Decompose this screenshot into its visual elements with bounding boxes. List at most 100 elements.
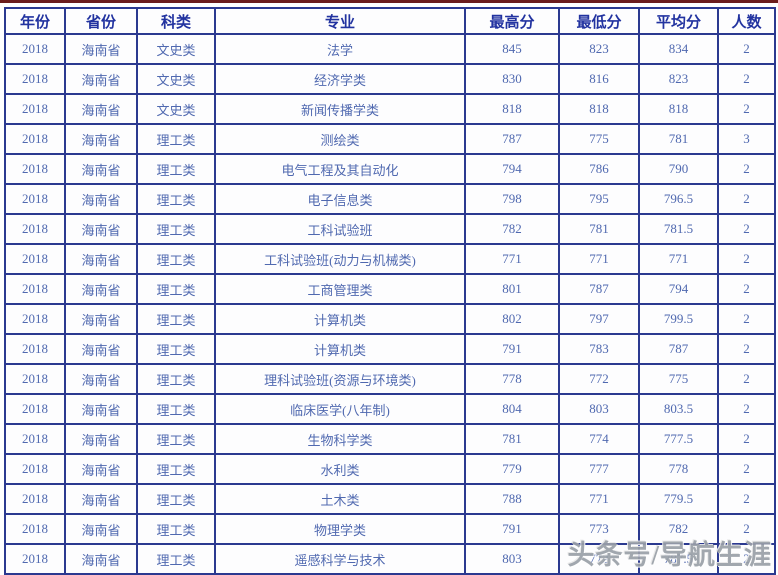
table-cell: 834: [638, 33, 719, 65]
table-cell: 水利类: [214, 453, 466, 485]
table-cell: 理工类: [136, 453, 216, 485]
table-cell: 理工类: [136, 513, 216, 545]
table-cell: 2018: [4, 393, 66, 425]
table-cell: 823: [558, 33, 640, 65]
column-header: 最低分: [558, 7, 640, 35]
table-cell: 临床医学(八年制): [214, 393, 466, 425]
table-cell: 海南省: [64, 213, 138, 245]
table-row: 2018 海南省 理工类 测绘类 787 775 781 3: [4, 123, 776, 155]
table-cell: 2: [717, 423, 776, 455]
table-cell: 2: [717, 453, 776, 485]
table-cell: 2: [717, 393, 776, 425]
table-cell: 2018: [4, 453, 66, 485]
table-cell: 文史类: [136, 93, 216, 125]
table-cell: 830: [464, 63, 560, 95]
table-cell: 818: [464, 93, 560, 125]
table-cell: 理工类: [136, 123, 216, 155]
table-cell: 理工类: [136, 183, 216, 215]
table-cell: 电气工程及其自动化: [214, 153, 466, 185]
column-header: 省份: [64, 7, 138, 35]
table-row: 2018 海南省 理工类 工科试验班 782 781 781.5 2: [4, 213, 776, 245]
table-cell: 2018: [4, 153, 66, 185]
column-header: 专业: [214, 7, 466, 35]
table-cell: 794: [638, 273, 719, 305]
table-cell: 海南省: [64, 543, 138, 575]
table-cell: 理工类: [136, 243, 216, 275]
table-cell: 工科试验班(动力与机械类): [214, 243, 466, 275]
table-cell: 文史类: [136, 33, 216, 65]
table-cell: 779.5: [638, 483, 719, 515]
table-cell: 海南省: [64, 483, 138, 515]
table-cell: 理工类: [136, 153, 216, 185]
table-cell: 2018: [4, 183, 66, 215]
table-cell: 790: [638, 153, 719, 185]
table-cell: 787.5: [638, 543, 719, 575]
table-cell: 理工类: [136, 483, 216, 515]
table-cell: 2: [717, 363, 776, 395]
table-cell: 781.5: [638, 213, 719, 245]
table-row: 2018 海南省 文史类 经济学类 830 816 823 2: [4, 63, 776, 95]
table-cell: 计算机类: [214, 303, 466, 335]
table-cell: 海南省: [64, 303, 138, 335]
table-cell: 803: [464, 543, 560, 575]
table-cell: 775: [558, 123, 640, 155]
table-cell: 781: [638, 123, 719, 155]
table-row: 2018 海南省 理工类 临床医学(八年制) 804 803 803.5 2: [4, 393, 776, 425]
table-cell: 2: [717, 333, 776, 365]
table-row: 2018 海南省 文史类 新闻传播学类 818 818 818 2: [4, 93, 776, 125]
table-cell: 2: [717, 63, 776, 95]
table-cell: 779: [464, 453, 560, 485]
table-cell: 796.5: [638, 183, 719, 215]
table-cell: 781: [558, 213, 640, 245]
table-cell: 795: [558, 183, 640, 215]
table-cell: 845: [464, 33, 560, 65]
table-row: 2018 海南省 理工类 电子信息类 798 795 796.5 2: [4, 183, 776, 215]
table-cell: 海南省: [64, 363, 138, 395]
admission-score-table: 年份 省份 科类 专业 最高分 最低分 平均分 人数 2018 海南省 文史类 法学 845 823 83…: [4, 7, 776, 575]
table-cell: 2: [717, 303, 776, 335]
table-cell: 823: [638, 63, 719, 95]
table-cell: 理工类: [136, 303, 216, 335]
table-cell: 2: [717, 93, 776, 125]
table-row: 2018 海南省 理工类 遥感科学与技术 803 772 787.5 2: [4, 543, 776, 575]
table-cell: 2018: [4, 513, 66, 545]
table-cell: 818: [638, 93, 719, 125]
table-cell: 787: [464, 123, 560, 155]
table-cell: 771: [638, 243, 719, 275]
table-cell: 771: [464, 243, 560, 275]
table-cell: 797: [558, 303, 640, 335]
table-cell: 海南省: [64, 273, 138, 305]
table-cell: 787: [638, 333, 719, 365]
table-cell: 工科试验班: [214, 213, 466, 245]
table-cell: 工商管理类: [214, 273, 466, 305]
table-cell: 理工类: [136, 543, 216, 575]
table-cell: 777: [558, 453, 640, 485]
table-cell: 771: [558, 243, 640, 275]
table-cell: 778: [464, 363, 560, 395]
table-cell: 816: [558, 63, 640, 95]
table-cell: 783: [558, 333, 640, 365]
table-cell: 772: [558, 363, 640, 395]
table-cell: 786: [558, 153, 640, 185]
table-cell: 787: [558, 273, 640, 305]
table-cell: 2: [717, 483, 776, 515]
table-cell: 海南省: [64, 333, 138, 365]
table-cell: 海南省: [64, 63, 138, 95]
table-cell: 理工类: [136, 213, 216, 245]
table-cell: 778: [638, 453, 719, 485]
table-cell: 801: [464, 273, 560, 305]
table-cell: 计算机类: [214, 333, 466, 365]
table-cell: 2: [717, 243, 776, 275]
table-cell: 2018: [4, 303, 66, 335]
table-cell: 2: [717, 33, 776, 65]
table-cell: 海南省: [64, 393, 138, 425]
table-cell: 3: [717, 123, 776, 155]
table-cell: 2: [717, 273, 776, 305]
table-cell: 791: [464, 333, 560, 365]
table-cell: 理工类: [136, 333, 216, 365]
table-body: 2018 海南省 文史类 法学 845 823 834 2 2018 海南省 文史类 经济学类 830 8…: [4, 33, 776, 575]
table-cell: 海南省: [64, 153, 138, 185]
table-header: 年份 省份 科类 专业 最高分 最低分 平均分 人数: [4, 7, 776, 35]
table-cell: 新闻传播学类: [214, 93, 466, 125]
column-header: 年份: [4, 7, 66, 35]
